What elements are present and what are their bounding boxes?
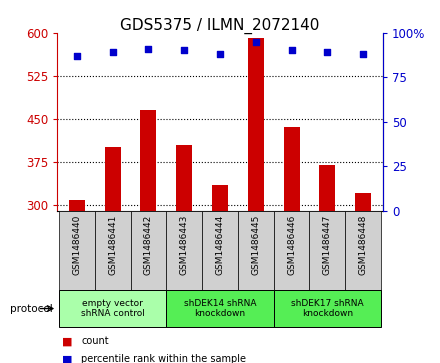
Text: GSM1486446: GSM1486446: [287, 215, 296, 275]
Text: GSM1486445: GSM1486445: [251, 215, 260, 275]
Bar: [274, 290, 381, 327]
Point: [359, 51, 367, 57]
Bar: [166, 290, 274, 327]
Text: GSM1486447: GSM1486447: [323, 215, 332, 275]
Bar: [176, 144, 192, 211]
Text: count: count: [81, 336, 109, 346]
Bar: [319, 165, 335, 211]
Point: [73, 53, 81, 59]
Point: [324, 49, 331, 55]
Bar: [105, 147, 121, 211]
Bar: [140, 110, 157, 211]
Bar: [202, 211, 238, 290]
Text: GSM1486443: GSM1486443: [180, 215, 189, 275]
Text: percentile rank within the sample: percentile rank within the sample: [81, 354, 246, 363]
Text: empty vector
shRNA control: empty vector shRNA control: [81, 299, 145, 318]
Point: [252, 38, 259, 44]
Bar: [59, 290, 166, 327]
Bar: [283, 127, 300, 211]
Bar: [274, 211, 309, 290]
Point: [288, 48, 295, 53]
Point: [109, 49, 116, 55]
Point: [216, 51, 224, 57]
Text: GDS5375 / ILMN_2072140: GDS5375 / ILMN_2072140: [120, 18, 320, 34]
Bar: [212, 185, 228, 211]
Text: GSM1486444: GSM1486444: [216, 215, 224, 275]
Point: [145, 46, 152, 52]
Text: ■: ■: [62, 336, 72, 346]
Bar: [95, 211, 131, 290]
Text: GSM1486441: GSM1486441: [108, 215, 117, 275]
Text: GSM1486448: GSM1486448: [359, 215, 368, 275]
Point: [181, 48, 188, 53]
Bar: [309, 211, 345, 290]
Text: GSM1486440: GSM1486440: [72, 215, 81, 275]
Text: protocol: protocol: [10, 303, 53, 314]
Bar: [355, 193, 371, 211]
Bar: [248, 38, 264, 211]
Bar: [59, 211, 95, 290]
Bar: [69, 200, 85, 211]
Text: GSM1486442: GSM1486442: [144, 215, 153, 275]
Bar: [131, 211, 166, 290]
Text: ■: ■: [62, 354, 72, 363]
Bar: [345, 211, 381, 290]
Bar: [238, 211, 274, 290]
Text: shDEK17 shRNA
knockdown: shDEK17 shRNA knockdown: [291, 299, 363, 318]
Bar: [166, 211, 202, 290]
Text: shDEK14 shRNA
knockdown: shDEK14 shRNA knockdown: [184, 299, 256, 318]
